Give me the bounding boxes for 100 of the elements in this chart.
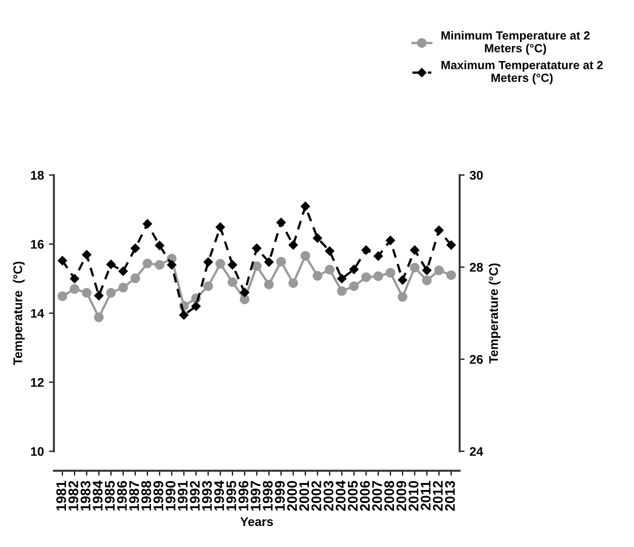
x-tick-label: 2012 — [432, 480, 443, 511]
x-tick-label: 1996 — [238, 480, 248, 510]
point — [300, 202, 310, 211]
point — [94, 312, 104, 322]
x-tick-label: 1990 — [166, 481, 176, 510]
point — [154, 240, 164, 250]
y-tick-label: 18 — [31, 170, 44, 180]
y-axis-title: Temperature (°C) — [13, 262, 25, 366]
x-tick-label: 1989 — [153, 480, 164, 510]
x-tick-label: 1984 — [92, 480, 103, 510]
point — [191, 302, 201, 311]
point — [179, 310, 189, 320]
point — [336, 286, 347, 296]
x-tick-label: 1995 — [226, 480, 236, 510]
point — [373, 271, 384, 282]
point — [240, 288, 250, 298]
point — [398, 292, 408, 302]
point — [276, 256, 286, 267]
point — [410, 262, 420, 272]
point — [142, 258, 152, 268]
point — [82, 288, 92, 298]
x-tick-label: 2001 — [299, 480, 310, 511]
point — [361, 245, 371, 255]
point — [154, 260, 164, 270]
point — [94, 291, 104, 300]
point — [324, 264, 335, 275]
point — [349, 264, 359, 274]
point — [264, 257, 274, 267]
point — [337, 274, 346, 284]
y-tick-label: 16 — [31, 240, 44, 249]
point — [446, 270, 456, 280]
point — [216, 222, 225, 232]
x-tick-label: 2005 — [348, 480, 358, 511]
point — [422, 275, 432, 286]
x-tick-label: 1994 — [214, 480, 224, 510]
x-tick-label: 1986 — [117, 480, 127, 510]
point — [167, 260, 176, 270]
x-tick-label: 2011 — [420, 480, 431, 510]
point — [215, 258, 226, 269]
point — [361, 272, 371, 282]
point — [312, 233, 322, 243]
x-tick-label: 1998 — [262, 480, 273, 510]
point — [118, 282, 128, 292]
point — [240, 294, 250, 304]
x-tick-label: 2010 — [408, 481, 418, 511]
point — [228, 277, 238, 287]
x-tick-label: 1981 — [56, 480, 66, 510]
point — [312, 271, 322, 281]
x-axis-title: Years — [240, 517, 273, 526]
point — [228, 260, 238, 270]
point — [203, 281, 214, 292]
point — [118, 266, 128, 276]
y2-tick-label: 30 — [470, 170, 483, 180]
point — [288, 240, 298, 250]
point — [410, 245, 420, 255]
point — [276, 218, 286, 228]
point — [349, 281, 359, 292]
x-tick-label: 2004 — [336, 480, 346, 511]
point — [374, 251, 383, 261]
y2-tick-label: 26 — [470, 354, 483, 364]
point — [58, 256, 68, 266]
point — [70, 274, 80, 284]
x-tick-label: 2003 — [324, 480, 334, 511]
point — [130, 244, 140, 253]
point — [82, 250, 92, 260]
x-tick-label: 1988 — [141, 480, 152, 510]
point — [446, 240, 456, 250]
point — [252, 261, 262, 272]
point — [106, 260, 116, 269]
x-tick-label: 2002 — [311, 480, 322, 511]
point — [434, 265, 444, 276]
x-tick-label: 1997 — [250, 481, 260, 510]
point — [106, 288, 116, 298]
point — [422, 266, 432, 275]
point — [386, 236, 396, 246]
x-tick-label: 2000 — [287, 481, 297, 511]
x-tick-label: 1983 — [80, 480, 90, 510]
x-tick-label: 1985 — [104, 480, 115, 510]
x-tick-label: 1993 — [202, 480, 212, 510]
y-tick-label: 12 — [31, 378, 44, 387]
y-tick-label: 10 — [31, 447, 44, 456]
legend-label: Maximum Temperatature at 2 Meters (°C) — [442, 60, 603, 84]
x-tick-label: 2008 — [384, 480, 394, 511]
x-tick-label: 2006 — [360, 480, 370, 511]
x-tick-label: 1982 — [68, 480, 78, 510]
point — [204, 257, 213, 267]
point — [58, 291, 68, 302]
x-tick-label: 1991 — [178, 480, 188, 510]
x-tick-label: 1999 — [274, 480, 285, 510]
point — [300, 250, 310, 261]
point — [398, 275, 408, 285]
point — [252, 244, 262, 253]
point — [142, 219, 152, 228]
point — [386, 268, 396, 278]
y-tick-label: 14 — [31, 309, 44, 318]
point — [264, 280, 274, 290]
point — [325, 246, 334, 256]
x-tick-label: 2007 — [372, 481, 382, 511]
point — [130, 273, 140, 284]
point — [434, 226, 444, 235]
